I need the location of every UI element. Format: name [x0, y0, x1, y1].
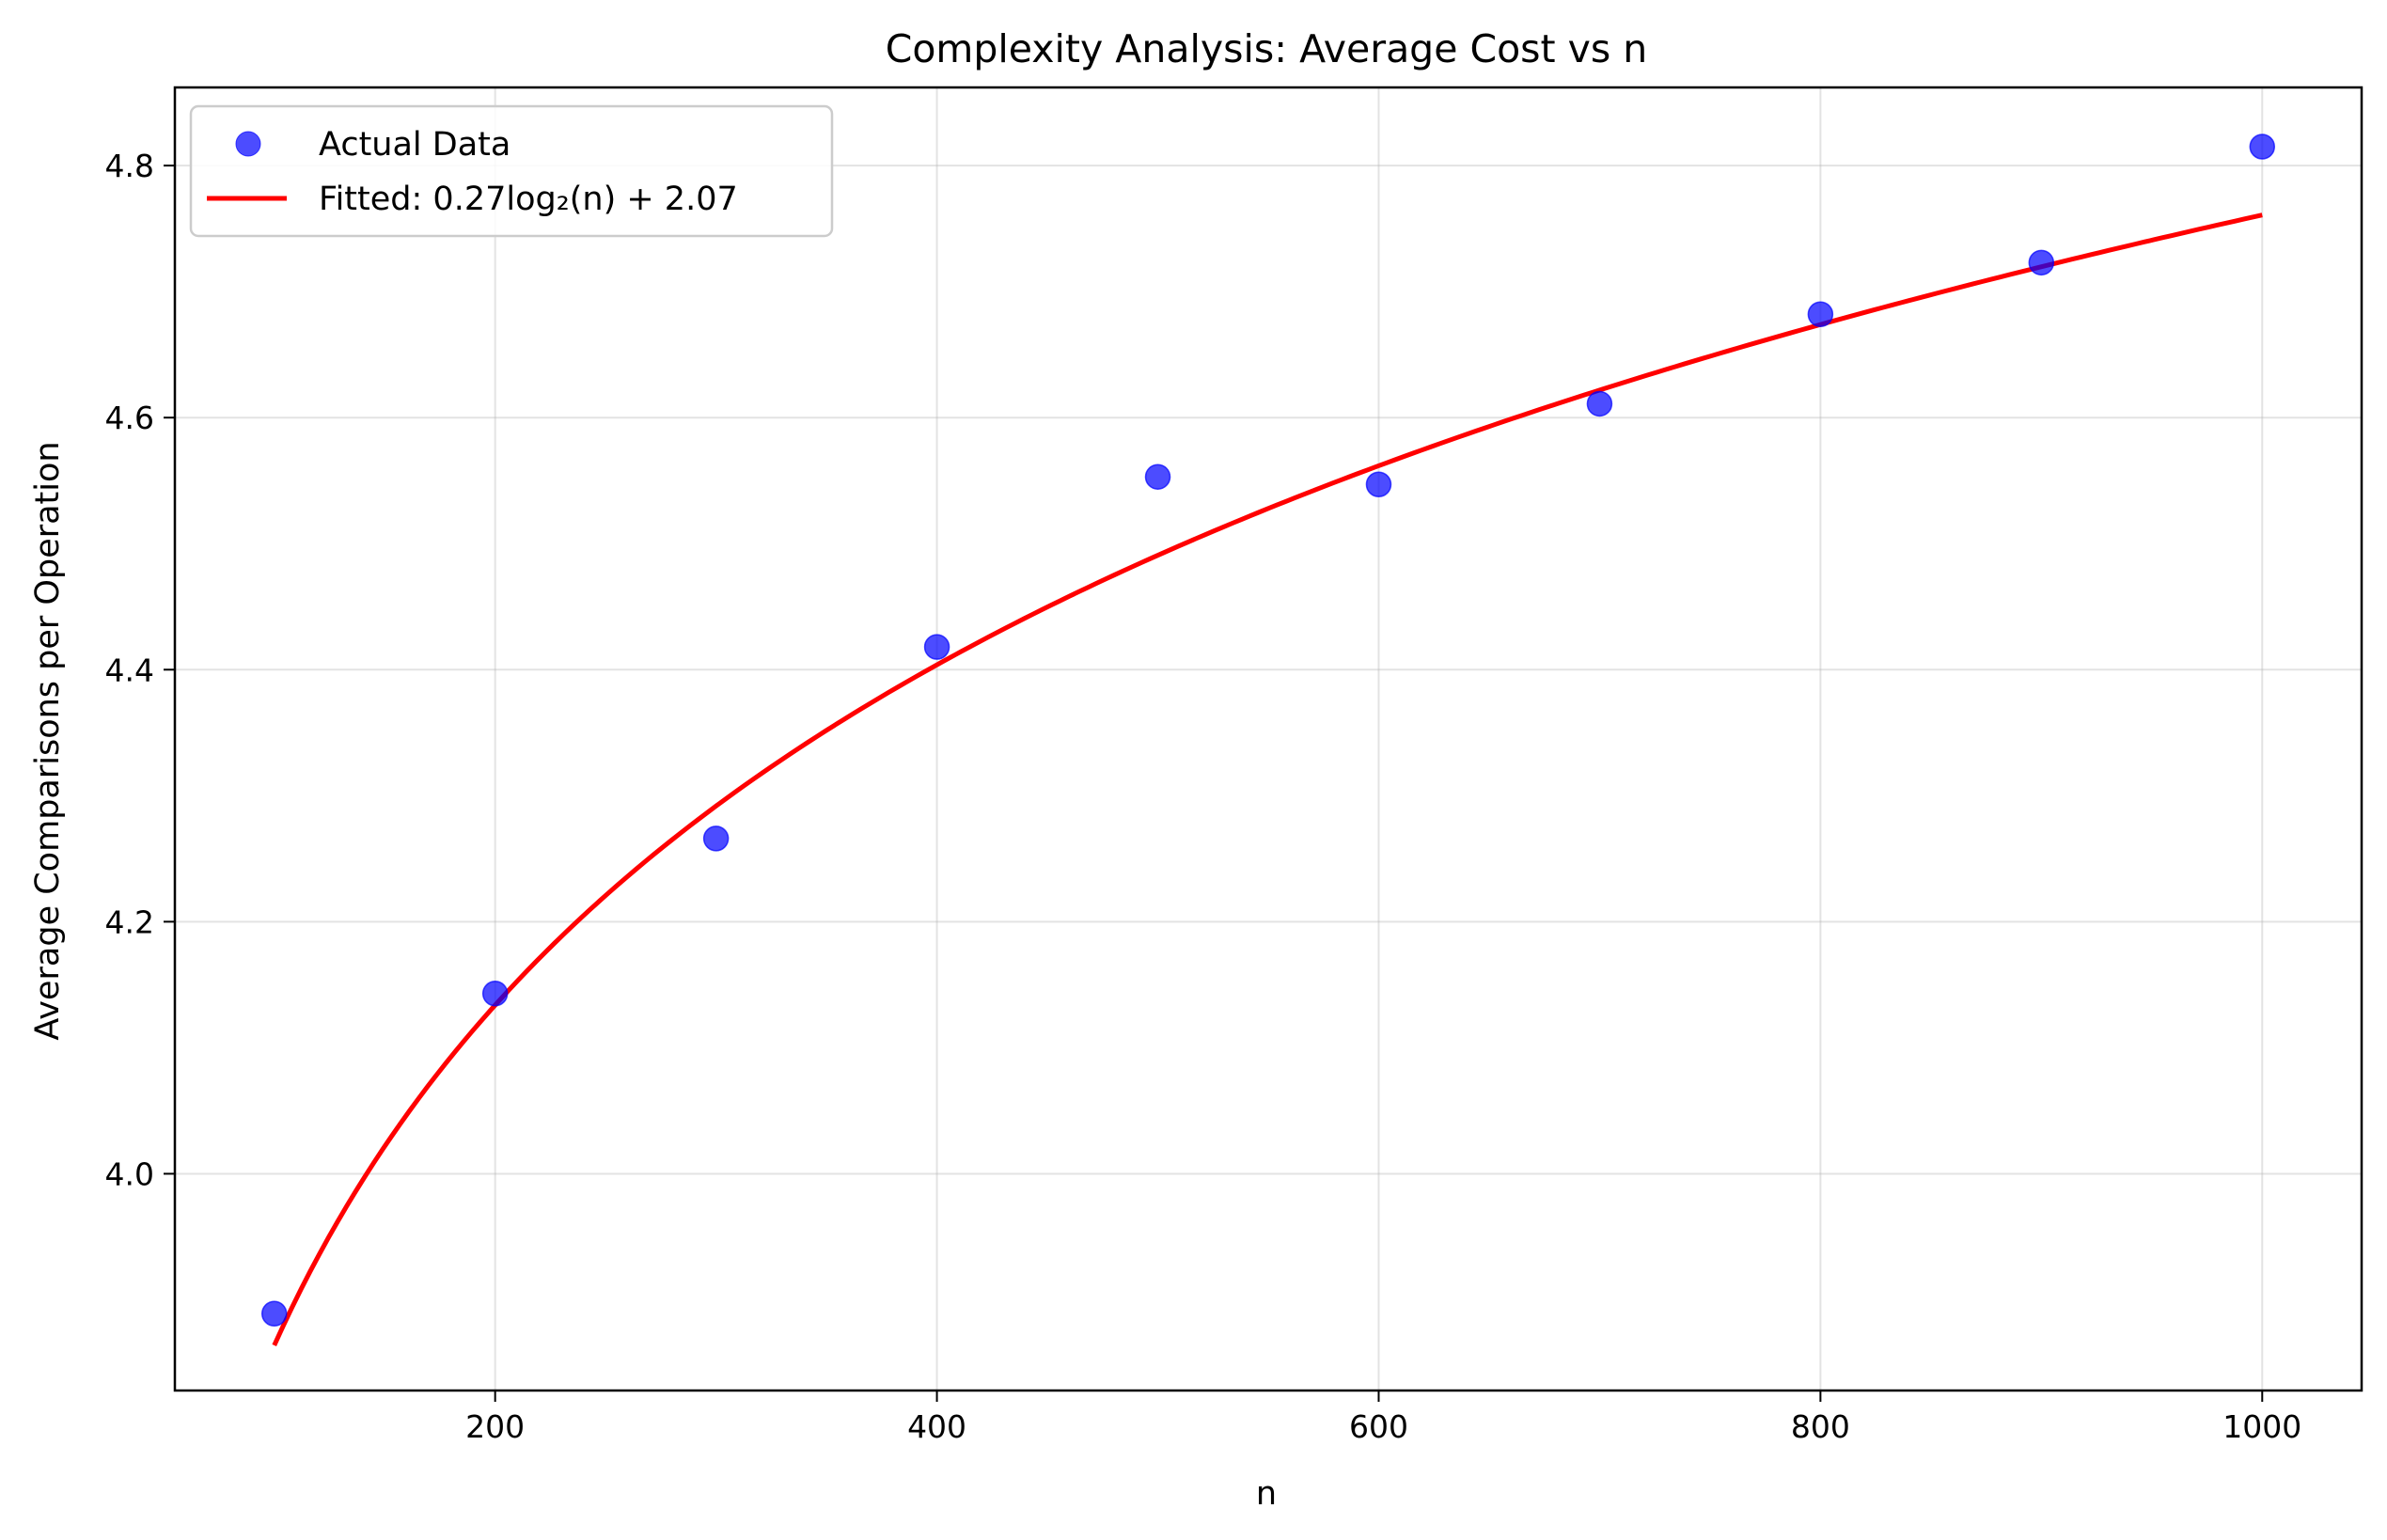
data-points-layer	[260, 134, 2276, 1327]
plot-frame	[173, 86, 2363, 1392]
x-tick-label: 800	[1791, 1408, 1850, 1445]
data-point	[2249, 134, 2276, 160]
data-point	[702, 825, 730, 852]
data-point	[923, 634, 950, 660]
data-point	[2028, 249, 2055, 276]
data-point	[1586, 390, 1613, 417]
x-tick-label: 600	[1349, 1408, 1408, 1445]
fitted-curve-layer	[272, 212, 2263, 1347]
legend-scatter-marker	[235, 131, 261, 157]
fitted-curve-line	[272, 212, 2263, 1347]
chart-title: Complexity Analysis: Average Cost vs n	[886, 26, 1648, 71]
data-point	[1144, 464, 1171, 490]
x-tick-label: 1000	[2222, 1408, 2301, 1445]
data-point	[1365, 471, 1392, 497]
y-axis-label: Average Comparisons per Operation	[29, 441, 67, 1040]
data-point	[481, 981, 509, 1007]
legend: Actual Data Fitted: 0.27log₂(n) + 2.07	[189, 104, 834, 238]
x-tick-label: 400	[907, 1408, 966, 1445]
legend-label-actual-data: Actual Data	[319, 126, 510, 164]
data-point	[260, 1300, 288, 1327]
y-tick-label: 4.4	[105, 652, 154, 688]
legend-label-fitted: Fitted: 0.27log₂(n) + 2.07	[319, 181, 738, 218]
y-axis-ticks: 4.0 4.2 4.4 4.6 4.8	[105, 148, 175, 1192]
x-axis-ticks: 200 400 600 800 1000	[465, 1391, 2301, 1445]
x-axis-label: n	[1256, 1475, 1277, 1513]
grid	[175, 87, 2362, 1391]
y-tick-label: 4.6	[105, 400, 154, 436]
legend-box	[189, 104, 834, 238]
y-tick-label: 4.2	[105, 904, 154, 940]
y-tick-label: 4.0	[105, 1155, 154, 1192]
y-tick-label: 4.8	[105, 148, 154, 184]
x-tick-label: 200	[465, 1408, 525, 1445]
data-point	[1807, 301, 1834, 328]
